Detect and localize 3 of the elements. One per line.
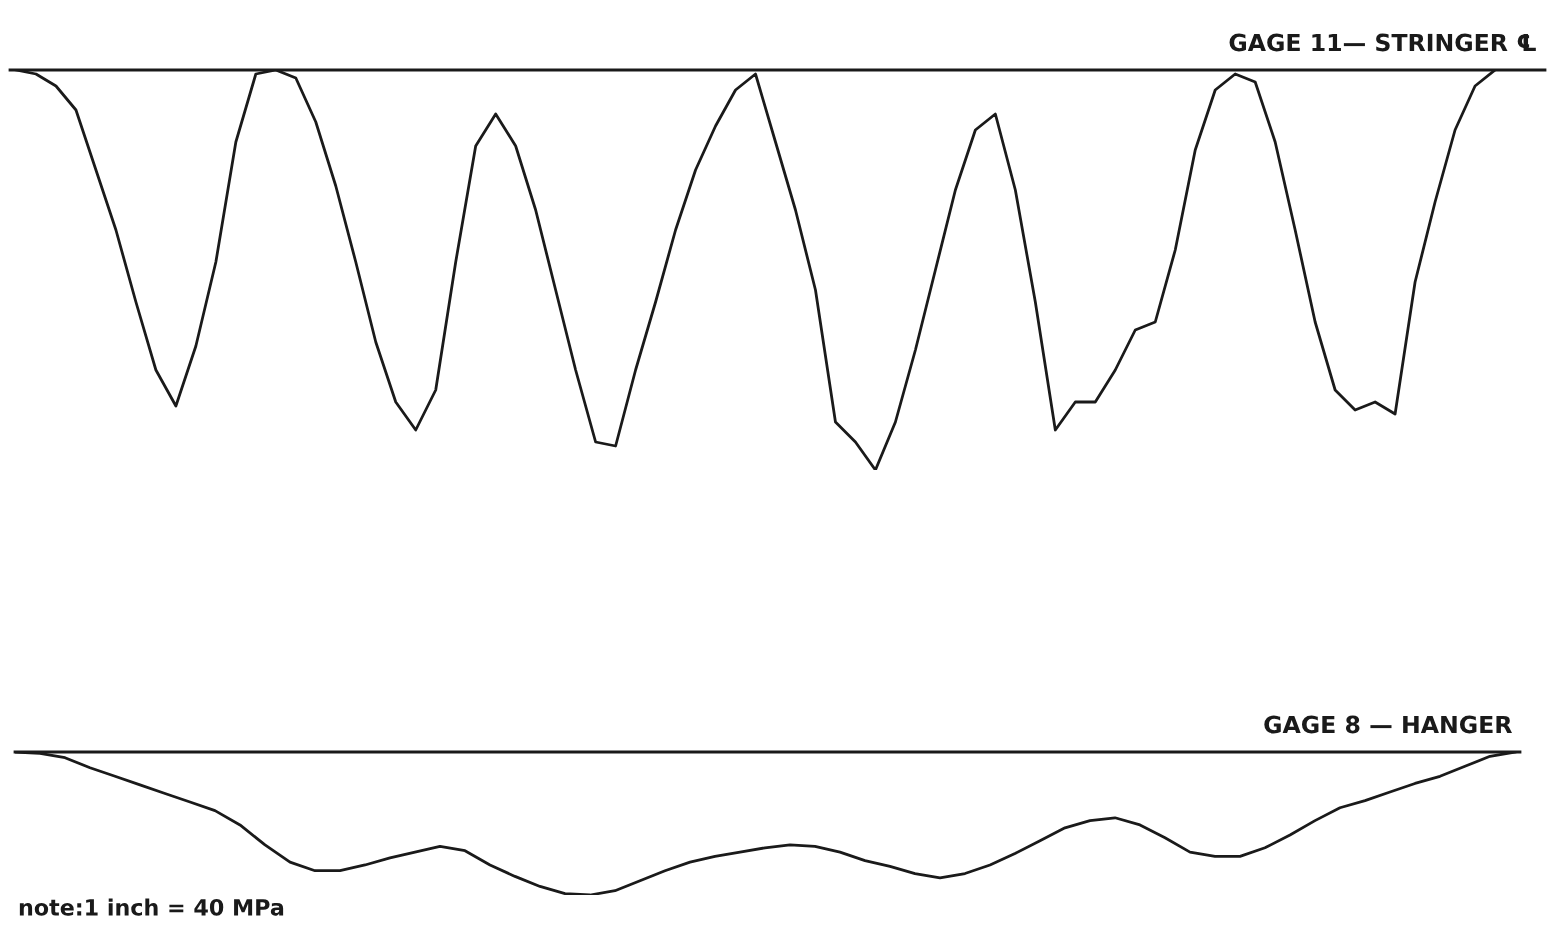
- chart-title: GAGE 8 — HANGER: [1264, 715, 1513, 734]
- chart-title: GAGE 11— STRINGER ℄: [1229, 33, 1536, 52]
- text: note:1 inch = 40 MPa: [19, 898, 284, 916]
